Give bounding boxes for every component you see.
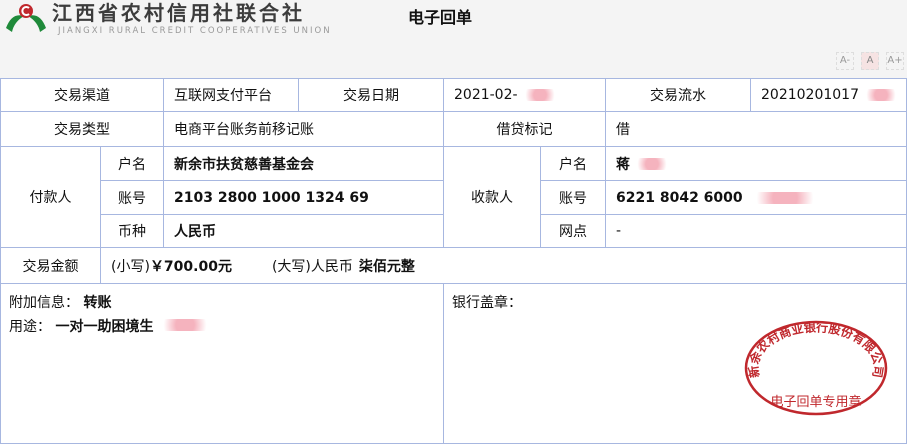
type-label: 交易类型: [0, 111, 164, 147]
payee-label: 收款人: [443, 146, 541, 248]
info-label: 附加信息：: [9, 295, 79, 311]
payer-label: 付款人: [0, 146, 101, 248]
font-decrease-button[interactable]: A-: [836, 52, 854, 70]
serial-value: 20210201017: [761, 87, 859, 103]
stamp-text: 电子回单专用章: [770, 394, 861, 410]
payer-currency: 人民币: [163, 214, 444, 248]
purpose-label: 用途：: [9, 319, 51, 335]
stamp-org: 新余农村商业银行股份有限公司: [745, 319, 885, 378]
payee-branch: -: [605, 214, 907, 248]
logo-icon: [4, 2, 48, 34]
payee-name-cell: 蒋: [605, 146, 907, 181]
dc-value: 借: [605, 111, 907, 147]
date-label: 交易日期: [298, 78, 444, 112]
payer-account: 2103 2800 1000 1324 69: [163, 180, 444, 215]
amount-small-label: (小写): [111, 258, 150, 275]
payer-name-label: 户名: [100, 146, 164, 181]
payee-account: 6221 8042 6000: [616, 189, 743, 206]
serial-cell: 20210201017: [750, 78, 907, 112]
redaction: [155, 319, 216, 331]
logo-text: 江西省农村信用社联合社: [52, 1, 305, 25]
amount-big: 柒佰元整: [358, 258, 415, 275]
amount-cell: (小写) ￥700.00元 (大写)人民币 柒佰元整: [100, 247, 907, 284]
channel-label: 交易渠道: [0, 78, 164, 112]
payer-name: 新余市扶贫慈善基金会: [163, 146, 444, 181]
payee-name-label: 户名: [540, 146, 606, 181]
info-value: 转账: [83, 295, 112, 311]
redaction: [744, 191, 825, 204]
type-value: 电商平台账务前移记账: [163, 111, 444, 147]
seal-label: 银行盖章：: [452, 295, 522, 311]
page-title: 电子回单: [408, 8, 473, 27]
amount-small: ￥700.00元: [149, 258, 232, 275]
payee-account-label: 账号: [540, 180, 606, 215]
payee-account-cell: 6221 8042 6000: [605, 180, 907, 215]
extra-info-cell: 附加信息： 转账 用途： 一对一助困境生: [0, 283, 444, 444]
amount-label: 交易金额: [0, 247, 101, 284]
dc-label: 借贷标记: [443, 111, 606, 147]
font-increase-button[interactable]: A+: [886, 52, 904, 70]
redaction: [860, 89, 901, 101]
purpose-value: 一对一助困境生: [55, 319, 154, 335]
svg-text:新余农村商业银行股份有限公司: 新余农村商业银行股份有限公司: [745, 319, 885, 378]
payer-currency-label: 币种: [100, 214, 164, 248]
redaction: [632, 157, 672, 170]
payee-branch-label: 网点: [540, 214, 606, 248]
logo-subtext: JIANGXI RURAL CREDIT COOPERATIVES UNION: [58, 26, 332, 36]
date-cell: 2021-02-: [443, 78, 606, 112]
payer-account-label: 账号: [100, 180, 164, 215]
amount-big-label: (大写)人民币: [271, 258, 353, 275]
font-default-button[interactable]: A: [861, 52, 879, 70]
redaction: [519, 89, 560, 101]
bank-stamp: 新余农村商业银行股份有限公司 电子回单专用章: [742, 318, 890, 418]
date-value: 2021-02-: [454, 87, 518, 103]
serial-label: 交易流水: [605, 78, 751, 112]
payee-name: 蒋: [616, 156, 630, 173]
channel-value: 互联网支付平台: [163, 78, 299, 112]
